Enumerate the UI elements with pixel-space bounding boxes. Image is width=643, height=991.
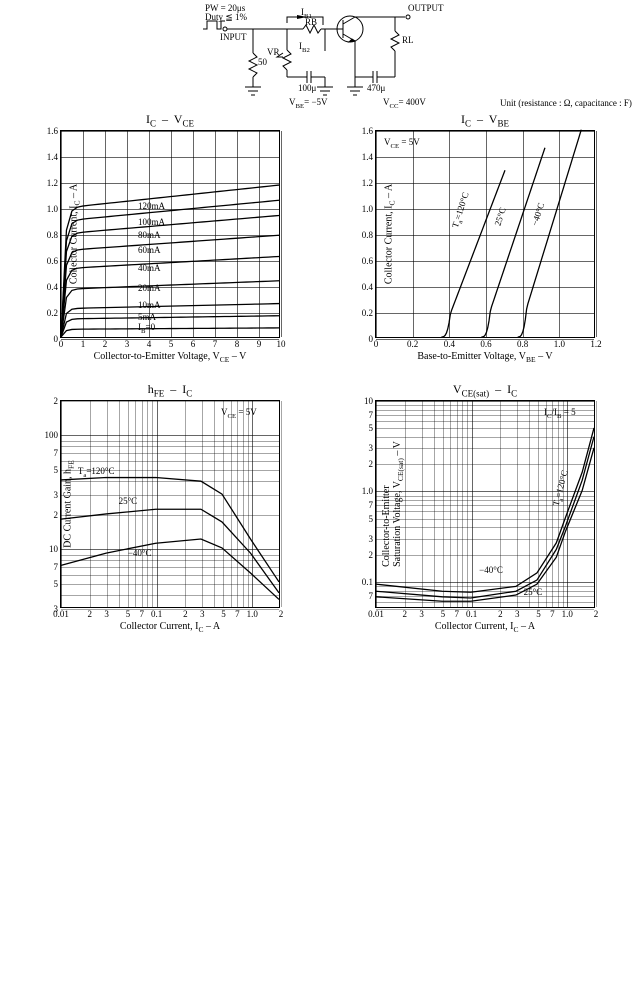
chart4-curve-label: −40°C bbox=[479, 565, 503, 575]
chart3-xlabel: Collector Current, IC – A bbox=[61, 621, 279, 634]
rl-label: RL bbox=[402, 35, 414, 45]
chart-ic-vbe: IC – VBE00.20.40.60.81.01.200.20.40.60.8… bbox=[375, 130, 595, 378]
chart4-plot: 1.020.0123570.123571.023571070.12357Coll… bbox=[375, 400, 595, 608]
c470-label: 470μ bbox=[367, 83, 385, 93]
test-circuit-schematic: PW = 20μs Duty ≦ 1% INPUT OUTPUT IB1 IB2… bbox=[195, 5, 475, 110]
chart-ic-vce: IC – VCE01234567891000.20.40.60.81.01.21… bbox=[60, 130, 280, 378]
chart1-curve-label: 60mA bbox=[138, 245, 161, 255]
rb-label: RB bbox=[305, 17, 317, 27]
chart-hfe-ic: hFE – IC1.020.0123570.123573571023571002… bbox=[60, 400, 280, 648]
ib2-label: IB2 bbox=[299, 41, 310, 54]
chart2-title: IC – VBE bbox=[375, 112, 595, 128]
chart1-plot: 01234567891000.20.40.60.81.01.21.41.6Col… bbox=[60, 130, 280, 338]
chart3-title: hFE – IC bbox=[60, 382, 280, 398]
c100-label: 100μ bbox=[298, 83, 316, 93]
duty-label: Duty ≦ 1% bbox=[205, 12, 247, 23]
chart1-curve-label: 20mA bbox=[138, 283, 161, 293]
vbe-supply: VBE= −5V bbox=[289, 97, 328, 110]
chart4-curve-label: 25°C bbox=[524, 587, 543, 597]
chart3-curve-label: −40°C bbox=[128, 548, 152, 558]
input-label: INPUT bbox=[220, 32, 247, 42]
chart1-curve-label: 10mA bbox=[138, 300, 161, 310]
chart2-plot: 00.20.40.60.81.01.200.20.40.60.81.01.21.… bbox=[375, 130, 595, 338]
chart1-curve-label: 100mA bbox=[138, 217, 165, 227]
chart1-curve-label: 80mA bbox=[138, 230, 161, 240]
chart1-title: IC – VCE bbox=[60, 112, 280, 128]
chart1-xlabel: Collector-to-Emitter Voltage, VCE – V bbox=[61, 351, 279, 364]
chart2-xlabel: Base-to-Emitter Voltage, VBE – V bbox=[376, 351, 594, 364]
r50-label: 50 bbox=[258, 57, 267, 67]
chart3-plot: 1.020.0123570.123573571023571002Collecto… bbox=[60, 400, 280, 608]
chart3-curve-label: Ta=120°C bbox=[78, 466, 115, 479]
chart1-curve-label: 5mA bbox=[138, 312, 156, 322]
chart1-curve-label: IB=0 bbox=[138, 322, 155, 335]
chart1-curve-label: 120mA bbox=[138, 201, 165, 211]
chart4-title: VCE(sat) – IC bbox=[375, 382, 595, 398]
unit-note: Unit (resistance : Ω, capacitance : F) bbox=[500, 98, 632, 108]
chart4-xlabel: Collector Current, IC – A bbox=[376, 621, 594, 634]
chart3-curve-label: 25°C bbox=[119, 496, 138, 506]
vcc-supply: VCC= 400V bbox=[383, 97, 426, 110]
chart1-curve-label: 40mA bbox=[138, 263, 161, 273]
output-label: OUTPUT bbox=[408, 3, 444, 13]
chart-vcesat-ic: VCE(sat) – IC1.020.0123570.123571.023571… bbox=[375, 400, 595, 648]
vr-label: VR bbox=[267, 47, 280, 57]
